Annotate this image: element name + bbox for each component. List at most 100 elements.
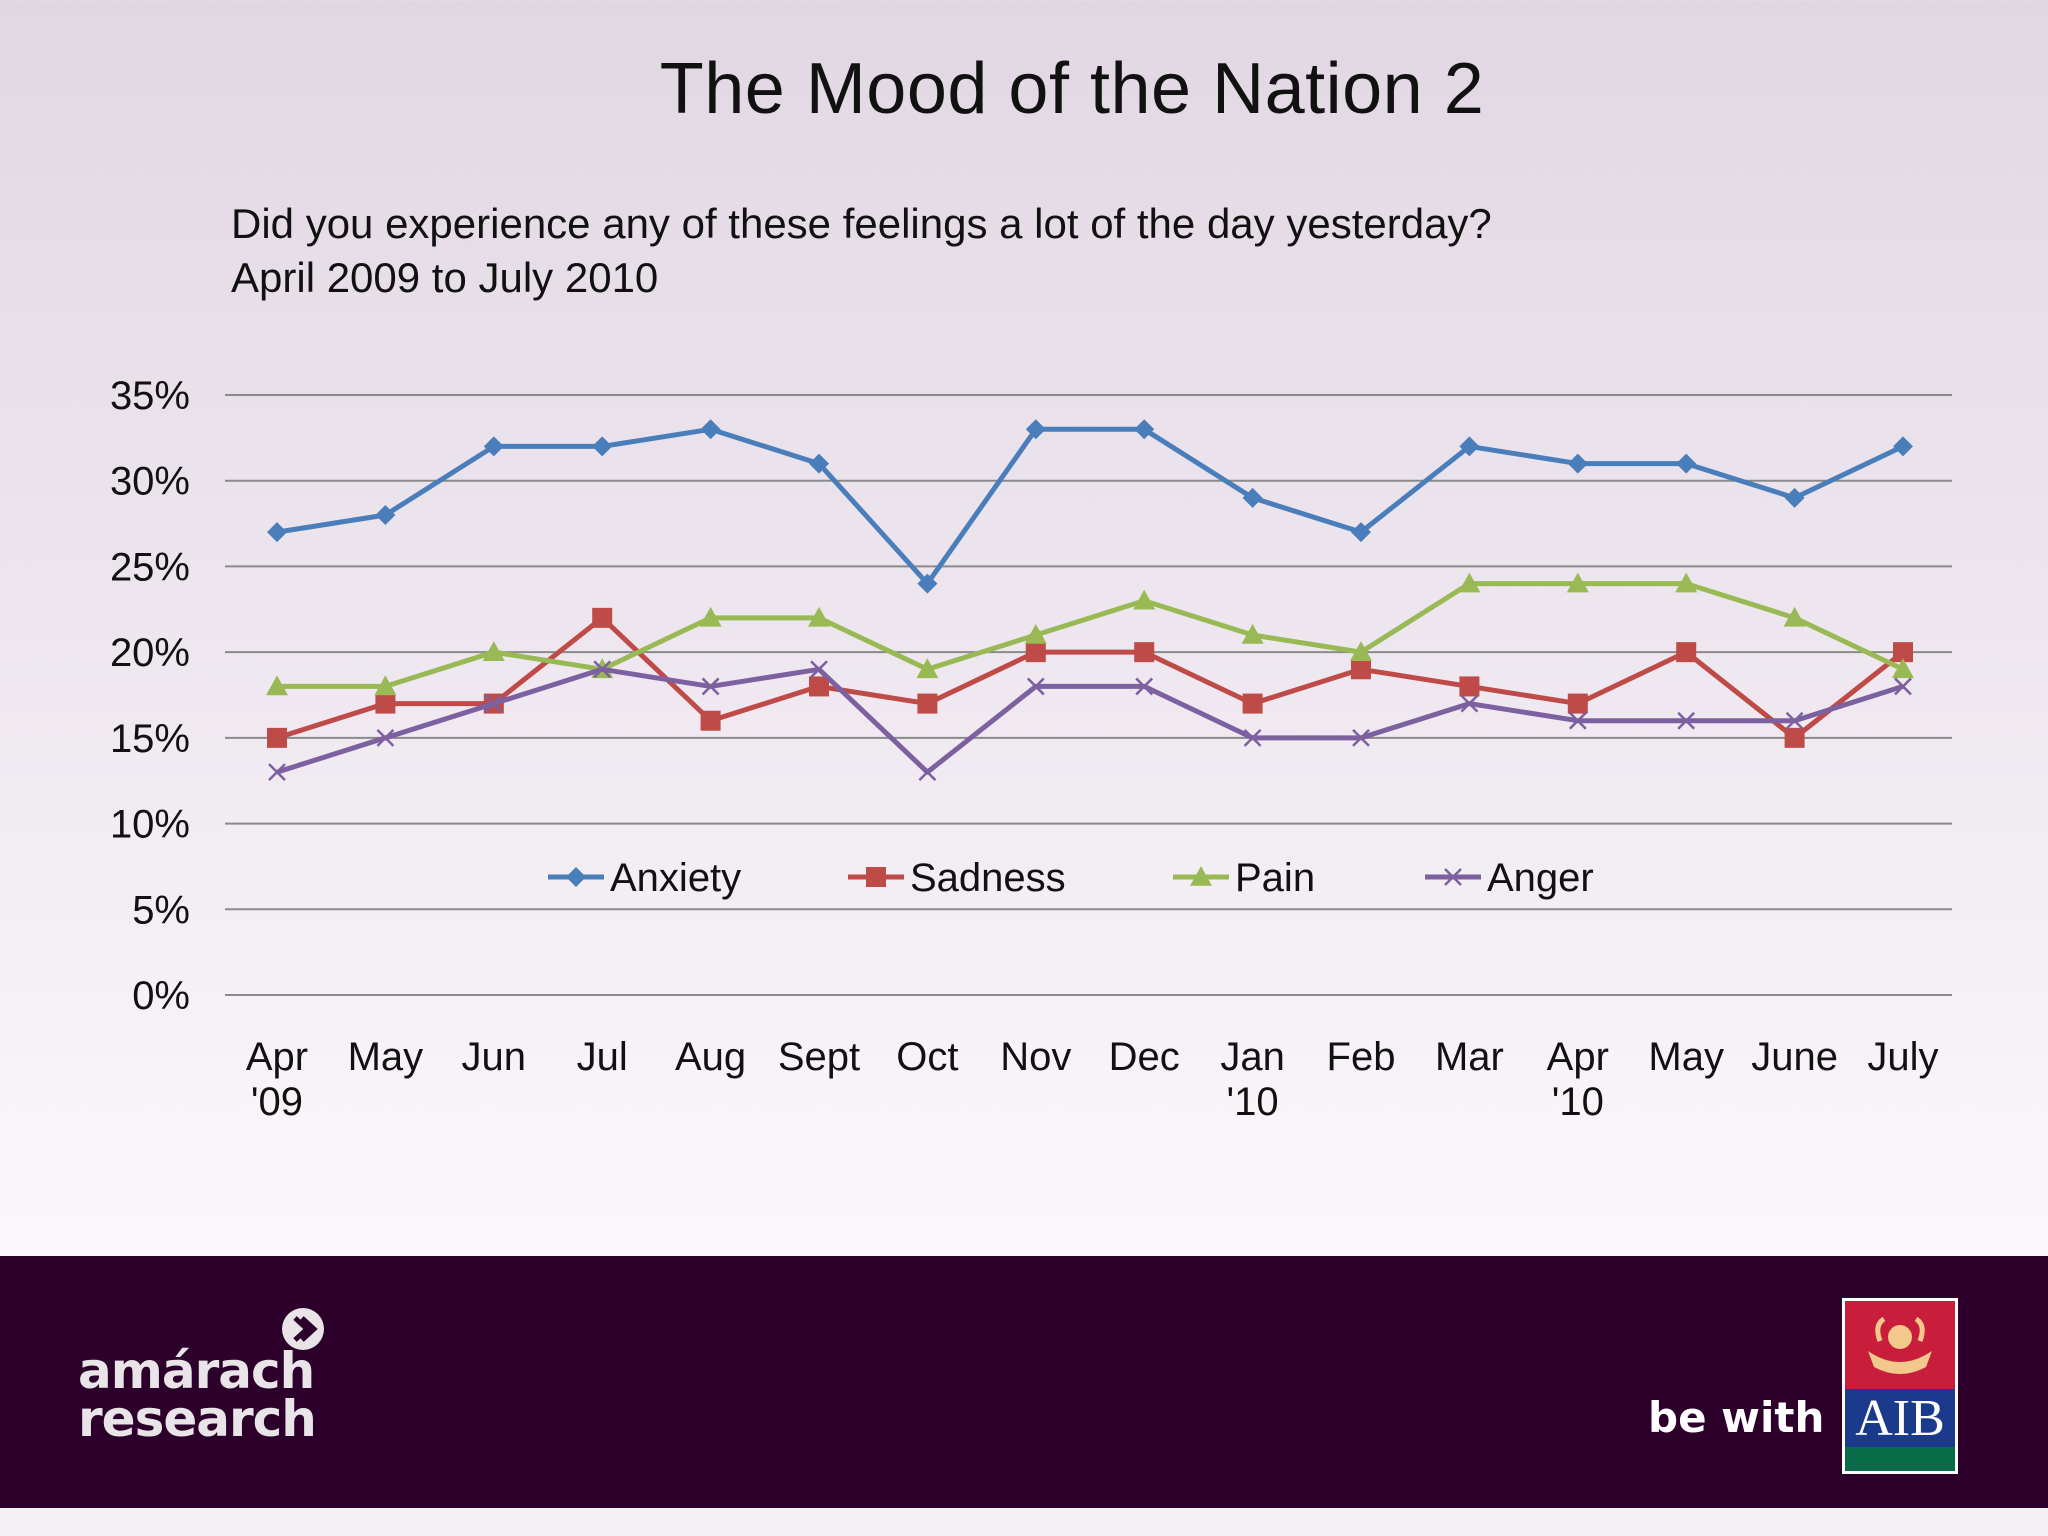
aib-logo-text: AIB (1855, 1390, 1945, 1447)
aib-ark-icon (1868, 1316, 1932, 1374)
data-point-anger (1568, 711, 1587, 730)
data-point-sadness (700, 710, 721, 731)
data-point-sadness (1459, 676, 1480, 697)
y-tick-label: 30% (110, 460, 190, 504)
data-point-pain (1566, 572, 1589, 593)
data-point-pain (699, 606, 722, 627)
y-tick-label: 5% (132, 888, 190, 932)
data-point-anxiety (375, 505, 396, 525)
data-point-sadness (1893, 642, 1913, 663)
x-tick-label: '10 (1552, 1080, 1604, 1124)
x-tick-label: Sept (778, 1035, 860, 1079)
y-tick-label: 35% (110, 374, 190, 418)
data-point-anxiety (1025, 419, 1046, 440)
data-point-anxiety (267, 522, 287, 543)
legend-marker-pain (1190, 866, 1212, 886)
data-point-sadness (917, 693, 938, 714)
data-point-anger (810, 660, 828, 679)
aib-logo-blue-band (1845, 1389, 1955, 1447)
data-point-sadness (1567, 693, 1588, 714)
data-point-pain (1458, 572, 1481, 593)
data-point-pain (1350, 641, 1372, 661)
x-tick-label: Jan (1220, 1035, 1285, 1079)
x-tick-label: Oct (896, 1035, 958, 1079)
x-tick-label: Mar (1435, 1035, 1504, 1079)
x-tick-label: Dec (1109, 1035, 1180, 1079)
data-point-anxiety (1351, 522, 1371, 543)
x-tick-label: Apr (1547, 1035, 1609, 1079)
legend-marker-anger (1444, 868, 1462, 886)
data-point-anger (1677, 711, 1696, 730)
aib-logo-green-band (1845, 1447, 1955, 1471)
aib-logo: AIB (1842, 1298, 1958, 1474)
data-point-pain (1024, 624, 1047, 644)
amarach-logo-line2: research (78, 1390, 317, 1448)
data-point-anger (593, 660, 612, 679)
data-point-anxiety (1784, 487, 1805, 508)
data-point-anxiety (700, 419, 721, 440)
legend-label-pain: Pain (1235, 856, 1315, 900)
x-tick-label: Jun (462, 1035, 527, 1079)
amarach-logo-line1: amárach (78, 1342, 315, 1400)
chart-subtitle-question: Did you experience any of these feelings… (231, 200, 1492, 247)
data-point-anxiety (1893, 436, 1913, 457)
data-point-anxiety (1676, 453, 1697, 474)
series-line-pain (277, 581, 1905, 689)
data-point-anger (1894, 677, 1912, 696)
data-point-pain (1783, 606, 1806, 627)
x-tick-label: Nov (1000, 1035, 1071, 1079)
y-tick-label: 0% (132, 974, 190, 1018)
data-point-anxiety (1242, 487, 1263, 508)
footer-bar (0, 1256, 2048, 1508)
data-point-pain (374, 675, 397, 696)
data-point-sadness (592, 607, 613, 628)
x-tick-label: July (1867, 1035, 1938, 1079)
x-tick-label: '09 (251, 1080, 303, 1124)
y-tick-label: 10% (110, 803, 190, 847)
data-point-sadness (1676, 642, 1697, 663)
x-tick-label: Jul (577, 1035, 628, 1079)
x-tick-label: May (348, 1035, 424, 1079)
data-point-pain (1241, 624, 1264, 644)
legend-label-anxiety: Anxiety (610, 856, 741, 900)
data-point-anger (1352, 728, 1370, 747)
x-tick-label: June (1751, 1035, 1838, 1079)
x-tick-label: May (1648, 1035, 1724, 1079)
data-point-sadness (1351, 659, 1371, 680)
data-point-pain (1675, 572, 1698, 593)
data-point-sadness (809, 676, 829, 697)
data-point-anxiety (809, 453, 829, 474)
series-line-anxiety (276, 426, 1905, 587)
x-tick-label: Feb (1327, 1035, 1396, 1079)
data-point-anxiety (592, 436, 613, 457)
data-point-pain (916, 658, 939, 679)
y-tick-label: 25% (110, 545, 190, 589)
data-point-pain (1892, 658, 1914, 679)
data-point-sadness (1784, 727, 1805, 748)
x-tick-label: '10 (1227, 1080, 1279, 1124)
amarach-arrow-icon (282, 1308, 324, 1350)
data-point-anger (376, 728, 395, 747)
data-point-sadness (375, 693, 396, 714)
data-point-anger (918, 763, 937, 782)
data-point-anger (1026, 677, 1045, 696)
data-point-anxiety (1459, 436, 1480, 457)
data-point-anger (1460, 694, 1479, 713)
data-point-sadness (1134, 642, 1155, 663)
data-point-anger (484, 694, 503, 713)
chart-title: The Mood of the Nation 2 (659, 49, 1485, 129)
legend-marker-anxiety (566, 867, 586, 887)
x-tick-label: Aug (675, 1035, 746, 1079)
data-point-sadness (1242, 693, 1263, 714)
data-point-pain (1133, 589, 1156, 610)
data-point-pain (808, 606, 830, 627)
data-point-anger (268, 763, 286, 782)
data-point-anxiety (1567, 453, 1588, 474)
data-point-anxiety (483, 436, 504, 457)
data-point-anxiety (917, 573, 938, 594)
chart-subtitle-period: April 2009 to July 2010 (231, 254, 659, 301)
y-tick-label: 20% (110, 631, 190, 675)
data-point-sadness (267, 727, 287, 748)
data-point-pain (482, 641, 505, 661)
